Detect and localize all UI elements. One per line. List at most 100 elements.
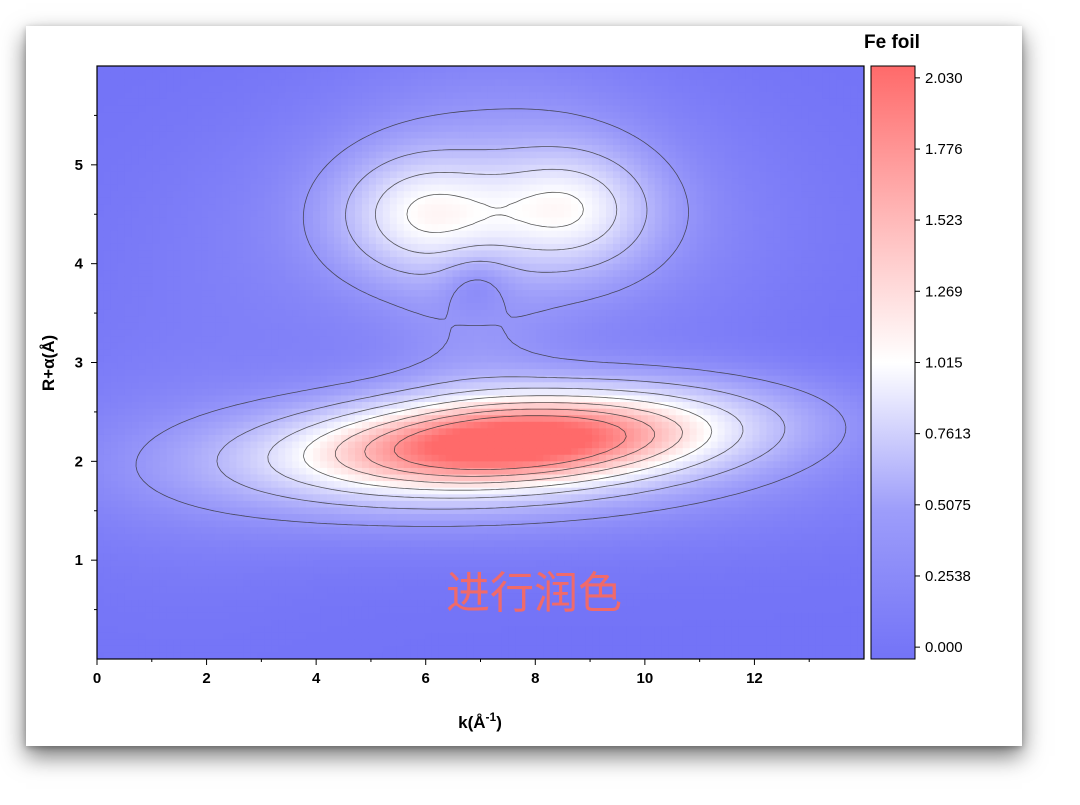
heatmap-cell xyxy=(382,428,391,436)
heatmap-cell xyxy=(229,316,238,324)
heatmap-cell xyxy=(334,428,342,436)
heatmap-cell xyxy=(201,593,210,601)
heatmap-cell xyxy=(152,316,161,324)
heatmap-cell xyxy=(131,428,140,436)
heatmap-cell xyxy=(424,652,433,659)
heatmap-cell xyxy=(201,500,210,509)
heatmap-cell xyxy=(110,66,119,74)
heatmap-cell xyxy=(264,290,272,298)
heatmap-cell xyxy=(334,191,342,199)
heatmap-cell xyxy=(354,131,363,140)
heatmap-cell xyxy=(250,257,258,265)
heatmap-cell xyxy=(361,118,370,126)
heatmap-cell xyxy=(473,197,482,205)
heatmap-cell xyxy=(159,309,168,317)
heatmap-cell xyxy=(396,290,405,298)
heatmap-cell xyxy=(403,217,412,225)
heatmap-cell xyxy=(138,645,147,654)
heatmap-cell xyxy=(424,546,433,555)
heatmap-cell xyxy=(466,79,475,87)
heatmap-cell xyxy=(173,276,182,285)
heatmap-cell xyxy=(215,474,224,482)
heatmap-cell xyxy=(285,66,293,74)
heatmap-cell xyxy=(103,612,112,621)
heatmap-cell xyxy=(299,434,307,443)
heatmap-cell xyxy=(131,250,140,258)
heatmap-cell xyxy=(236,322,245,331)
heatmap-cell xyxy=(320,481,328,489)
heatmap-cell xyxy=(180,645,189,654)
heatmap-cell xyxy=(417,448,426,456)
heatmap-cell xyxy=(124,191,133,199)
heatmap-cell xyxy=(327,355,335,364)
heatmap-cell xyxy=(382,639,391,647)
heatmap-cell xyxy=(117,145,126,153)
heatmap-cell xyxy=(341,105,349,113)
heatmap-cell xyxy=(431,599,440,607)
heatmap-cell xyxy=(348,309,356,317)
heatmap-cell xyxy=(194,362,203,370)
heatmap-cell xyxy=(459,329,468,337)
heatmap-cell xyxy=(320,125,328,133)
heatmap-cell xyxy=(208,329,217,337)
heatmap-cell xyxy=(117,112,126,120)
heatmap-cell xyxy=(124,151,133,159)
heatmap-cell xyxy=(152,448,161,456)
heatmap-cell xyxy=(431,118,440,126)
heatmap-cell xyxy=(166,652,175,659)
heatmap-cell xyxy=(166,72,175,80)
heatmap-cell xyxy=(271,520,279,528)
heatmap-cell xyxy=(334,276,342,285)
heatmap-cell xyxy=(166,296,175,304)
heatmap-cell xyxy=(97,553,105,561)
heatmap-cell xyxy=(222,329,231,337)
heatmap-cell xyxy=(159,612,168,621)
heatmap-cell xyxy=(341,606,349,614)
heatmap-cell xyxy=(229,395,238,403)
heatmap-cell xyxy=(292,131,300,140)
heatmap-cell xyxy=(145,112,154,120)
heatmap-cell xyxy=(313,204,321,212)
heatmap-cell xyxy=(445,481,454,489)
heatmap-cell xyxy=(466,270,475,278)
heatmap-cell xyxy=(320,441,328,449)
heatmap-cell xyxy=(354,632,363,640)
heatmap-cell xyxy=(180,461,189,469)
heatmap-cell xyxy=(159,454,168,462)
heatmap-cell xyxy=(166,415,175,423)
heatmap-cell xyxy=(382,652,391,659)
heatmap-cell xyxy=(389,178,398,186)
heatmap-cell xyxy=(250,224,258,232)
heatmap-cell xyxy=(431,507,440,515)
heatmap-cell xyxy=(278,362,286,370)
heatmap-cell xyxy=(410,66,419,74)
heatmap-cell xyxy=(138,224,147,232)
heatmap-cell xyxy=(222,382,231,390)
heatmap-cell xyxy=(173,507,182,515)
heatmap-cell xyxy=(271,474,279,482)
heatmap-cell xyxy=(341,494,349,502)
heatmap-cell xyxy=(299,652,307,659)
heatmap-cell xyxy=(124,85,133,93)
heatmap-cell xyxy=(473,98,482,107)
heatmap-cell xyxy=(424,586,433,594)
heatmap-cell xyxy=(222,606,231,614)
heatmap-cell xyxy=(292,263,300,271)
heatmap-cell xyxy=(229,533,238,541)
heatmap-cell xyxy=(285,263,293,271)
heatmap-cell xyxy=(445,645,454,654)
heatmap-cell xyxy=(438,487,447,495)
heatmap-cell xyxy=(138,158,147,166)
heatmap-cell xyxy=(466,560,475,568)
heatmap-cell xyxy=(417,322,426,331)
heatmap-cell xyxy=(187,112,196,120)
heatmap-cell xyxy=(382,573,391,581)
heatmap-cell xyxy=(445,454,454,462)
heatmap-cell xyxy=(320,461,328,469)
heatmap-cell xyxy=(117,632,126,640)
heatmap-cell xyxy=(403,415,412,423)
heatmap-cell xyxy=(348,388,356,397)
heatmap-cell xyxy=(396,606,405,614)
heatmap-cell xyxy=(271,645,279,654)
heatmap-cell xyxy=(110,322,119,331)
